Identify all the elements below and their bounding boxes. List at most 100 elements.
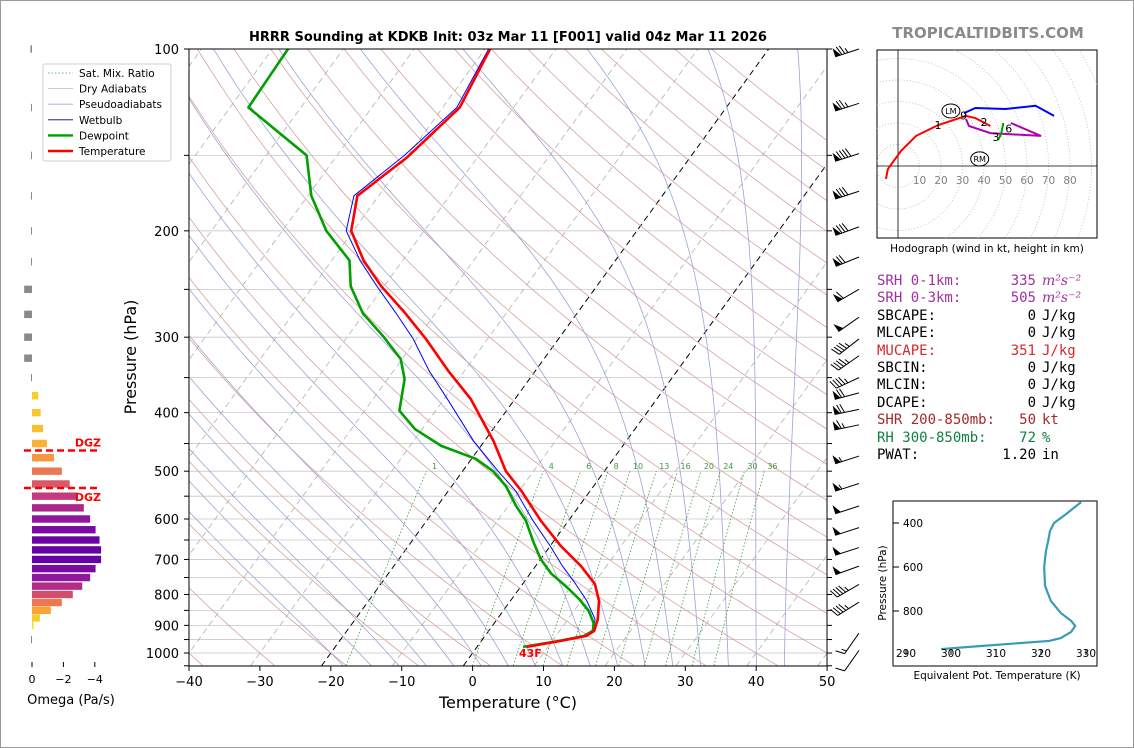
omega-bar [32,598,62,607]
theta-e-x-axis-label: Equivalent Pot. Temperature (K) [913,670,1080,682]
omega-bar [32,392,39,400]
wind-barb-half [841,423,845,429]
isotherm-line [189,49,344,263]
parameter-value: 0 [1027,394,1036,411]
wind-barb-full [833,346,843,353]
isotherm-line [250,49,699,666]
legend-label-wb: Wetbulb [79,115,123,127]
parameter-label: SBCAPE: [877,307,937,324]
wind-barb-full [841,149,849,158]
legend-label-td: Dewpoint [79,130,129,142]
wind-barb-half [844,343,850,347]
wind-barb [832,505,860,515]
parameter-unit: m²s⁻² [1042,273,1082,289]
legend-box [42,63,172,162]
wind-barb [832,288,860,303]
wind-barb-shaft [844,632,860,654]
parameter-value: 0 [1027,307,1036,324]
wind-barb-full [835,667,845,672]
parameter-unit: J/kg [1042,377,1076,394]
wind-barb-flag [832,526,841,536]
wind-barbs [829,45,860,672]
omega-bar [24,310,32,319]
isotherm-line [189,49,415,361]
hodograph-ring-label: 20 [934,175,947,187]
wind-barb-full [835,100,843,110]
dewpoint-line [247,49,595,649]
isotherm-line [189,49,273,165]
hodograph-trace [965,118,1042,137]
chart-title: HRRR Sounding at KDKB Init: 03z Mar 11 [… [249,30,767,45]
parameter-value: 72 [1019,429,1036,446]
pseudoadiabat-line [189,413,427,666]
pseudoadiabat-line [707,49,757,666]
x-axis-label: Temperature (°C) [438,693,577,712]
hodograph-height-label: 1 [934,119,941,132]
dry-adiabat-line [189,398,491,666]
y-tick-label: 100 [154,43,179,58]
omega-bar [32,408,41,417]
omega-bar [24,285,32,294]
theta-e-x-tick-label: 330 [1076,648,1096,660]
dry-adiabat-line [189,523,347,666]
wind-barb-full [836,344,845,351]
omega-bar [32,492,78,500]
dry-adiabat-line [189,156,779,666]
wind-barb-full [839,388,846,398]
theta-e-x-tick-label: 310 [986,648,1006,660]
wind-barb-flag [832,190,841,199]
x-tick-label: −30 [246,675,273,690]
wind-barb-full [835,650,845,655]
isotherm-line [320,49,770,666]
dry-adiabat-line [490,49,827,329]
mix-ratio-label: 20 [704,462,714,471]
wind-barb [832,482,860,492]
dry-adiabat-line [189,337,563,666]
isotherm-line [462,163,827,666]
parameter-unit: m²s⁻² [1042,290,1082,307]
parameter-label: MLCIN: [877,377,928,394]
wind-barb [833,316,860,332]
theta-e-y-tick-label: 800 [903,606,923,618]
wind-barb-flag [832,482,841,492]
wind-barb [832,45,860,58]
y-tick-label: 800 [154,588,179,603]
dry-adiabat-line [189,95,827,654]
wind-barb-full [835,378,843,386]
pseudoadiabat-line [189,375,455,666]
parameter-value: 1.20 [1002,446,1036,463]
x-tick-label: −40 [175,675,202,690]
wind-barb [830,601,860,616]
wind-barb-full [835,151,843,160]
wind-barb-full [838,99,846,109]
dry-adiabat-line [307,49,827,501]
wind-barb-flag [832,546,841,556]
parameter-value: 505 [1010,290,1036,307]
hodograph-height-label: 3 [992,131,999,144]
wind-barb-full [838,603,847,611]
hodograph-ring-label: 50 [999,175,1012,187]
pseudoadiabat-line [189,334,482,666]
storm-motion-marker [941,103,961,119]
omega-bar [32,424,43,433]
wind-barb-full [839,403,845,413]
theta-e-line [941,501,1082,651]
wind-barb-full [836,420,842,429]
omega-bar [32,467,62,475]
mix-ratio-line [566,471,631,666]
wind-barb-full [838,376,846,385]
wind-barb-flag [832,505,841,514]
dgz-label-top: DGZ [75,436,101,449]
isotherm-line [189,49,628,654]
wind-barb-full [835,46,843,55]
parameter-unit: in [1042,446,1059,463]
hodograph-ring-label: 60 [1020,175,1033,187]
omega-bar [32,536,100,544]
wind-barb [832,186,860,200]
wind-barb-shaft [838,316,860,332]
wind-barb-half [844,378,849,384]
pseudoadiabat-line [213,49,618,666]
theta-e-x-tick-label: 290 [896,648,916,660]
